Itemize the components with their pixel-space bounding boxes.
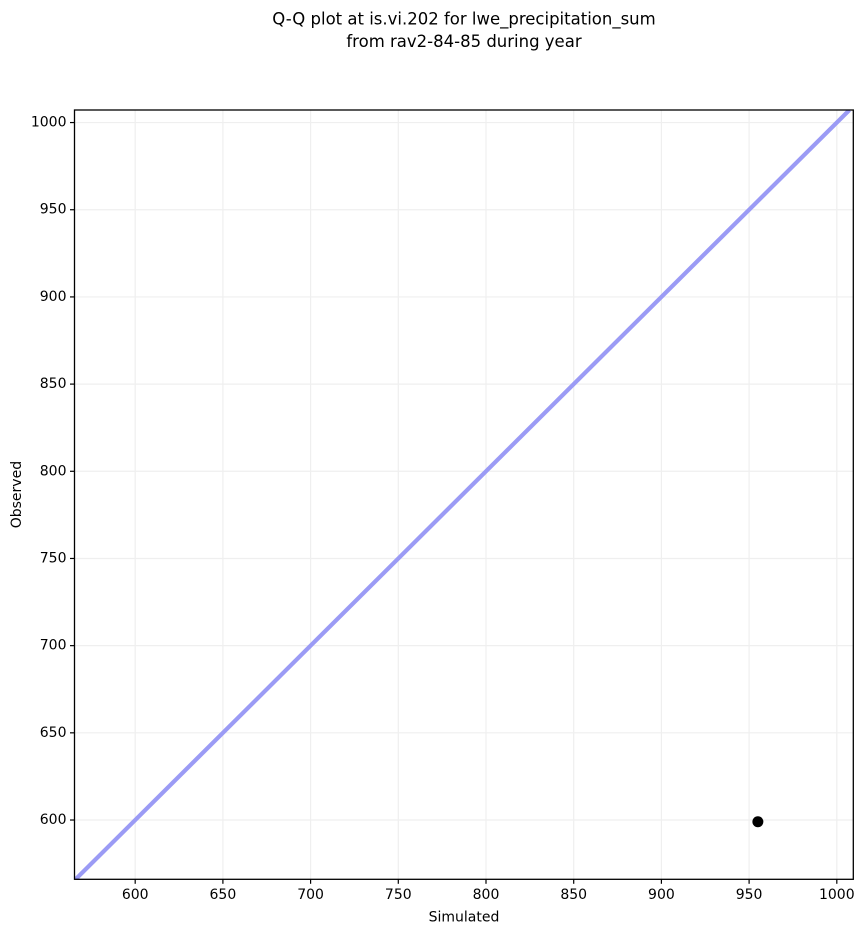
data-points-layer <box>752 816 764 828</box>
identity-line <box>74 110 851 880</box>
x-tick-label-800: 800 <box>473 887 500 903</box>
x-tick-label-650: 650 <box>210 887 237 903</box>
axes-spines <box>73 109 854 880</box>
y-tick-label-600: 600 <box>40 812 67 828</box>
x-tick-label-1000: 1000 <box>819 887 855 903</box>
x-tick-label-850: 850 <box>560 887 587 903</box>
x-tick-label-950: 950 <box>736 887 763 903</box>
chart-title-line-2: from rav2-84-85 during year <box>346 32 581 51</box>
tick-labels-layer: 600 650 700 750 800 850 900 950 1000 600 650 700 750… <box>31 115 855 903</box>
y-tick-label-850: 850 <box>40 376 67 392</box>
chart-title-line-1: Q-Q plot at is.vi.202 for lwe_precipitat… <box>272 10 655 30</box>
y-axis-label: Observed <box>9 461 25 528</box>
ticks-layer <box>70 121 838 884</box>
x-tick-label-600: 600 <box>122 887 149 903</box>
axes-spines-layer <box>73 109 854 880</box>
y-tick-label-750: 750 <box>40 550 67 566</box>
y-tick-label-700: 700 <box>40 638 67 654</box>
y-tick-label-950: 950 <box>40 202 67 218</box>
y-tick-label-800: 800 <box>40 463 67 479</box>
y-tick-label-650: 650 <box>40 725 67 741</box>
x-tick-label-700: 700 <box>297 887 324 903</box>
y-tick-label-900: 900 <box>40 289 67 305</box>
grid-layer <box>74 110 854 880</box>
y-tick-label-1000: 1000 <box>31 115 67 131</box>
x-tick-label-900: 900 <box>648 887 675 903</box>
x-tick-label-750: 750 <box>385 887 412 903</box>
data-point <box>752 816 764 828</box>
x-axis-label: Simulated <box>429 910 500 926</box>
identity-line-layer <box>74 110 851 880</box>
